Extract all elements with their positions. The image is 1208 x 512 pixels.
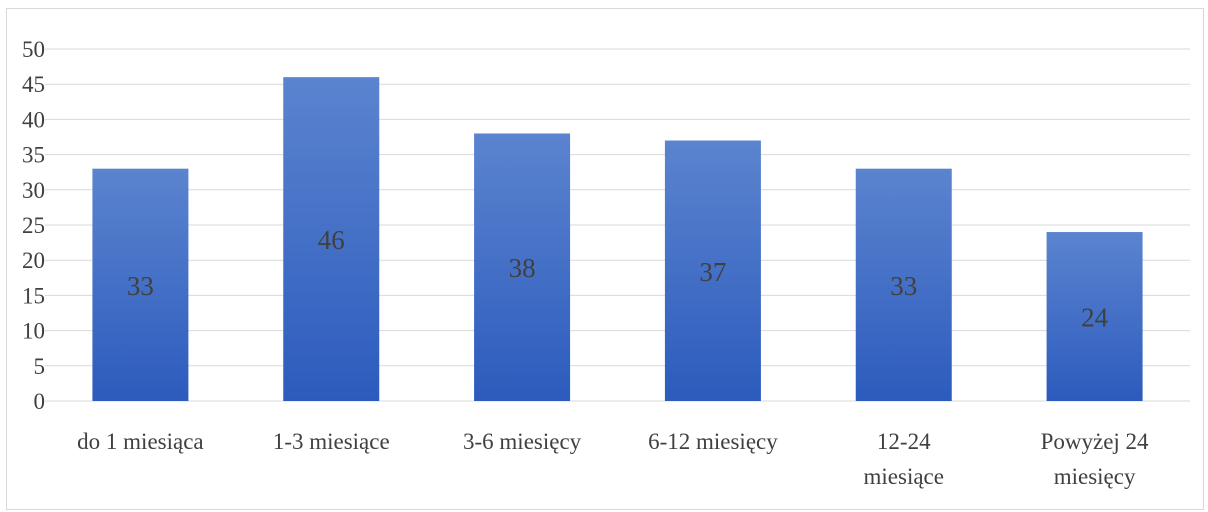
chart-frame	[6, 8, 1204, 510]
y-tick-label: 5	[34, 354, 46, 379]
x-tick-label: do 1 miesiąca	[77, 429, 203, 454]
data-label: 33	[890, 271, 917, 301]
data-labels: 33 46 38 37 33 24	[127, 225, 1109, 332]
y-tick-label: 0	[34, 389, 46, 414]
bars	[92, 77, 1143, 402]
data-label: 46	[318, 225, 345, 255]
y-tick-label: 35	[22, 143, 45, 168]
bar	[1046, 232, 1143, 401]
y-tick-label: 45	[22, 72, 45, 97]
gridlines	[45, 48, 1190, 402]
bar	[664, 140, 761, 401]
x-tick-label: Powyżej 24 miesięcy	[1041, 429, 1149, 489]
y-tick-label: 10	[22, 319, 45, 344]
data-label: 38	[509, 253, 536, 283]
data-label: 24	[1081, 303, 1109, 333]
x-axis: do 1 miesiąca 1-3 miesiące 3-6 miesięcy 6-1…	[77, 429, 1149, 489]
bar	[283, 77, 380, 401]
y-tick-label: 20	[22, 248, 45, 273]
data-label: 37	[699, 257, 726, 287]
y-tick-label: 25	[22, 213, 45, 238]
y-tick-label: 50	[22, 37, 45, 62]
bar	[92, 168, 189, 401]
y-tick-label: 40	[22, 107, 45, 132]
x-tick-label: 1-3 miesiące	[273, 429, 390, 454]
y-axis: 0 5 10 15 20 25 30 35 40 45 50	[22, 37, 45, 414]
data-label: 33	[127, 271, 154, 301]
x-tick-label: 12-24 miesiące	[864, 429, 944, 489]
x-tick-label: 3-6 miesięcy	[463, 429, 582, 454]
bar	[474, 133, 571, 402]
x-tick-label: 6-12 miesięcy	[648, 429, 778, 454]
y-tick-label: 30	[22, 178, 45, 203]
y-tick-label: 15	[22, 283, 45, 308]
bar	[855, 168, 952, 401]
